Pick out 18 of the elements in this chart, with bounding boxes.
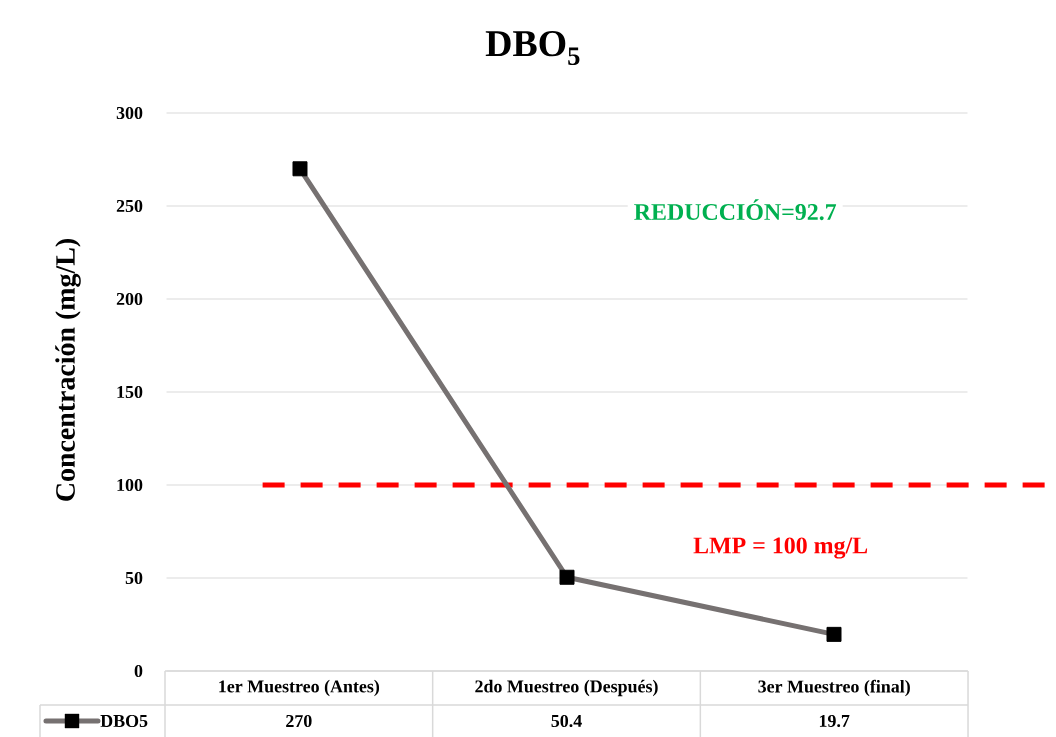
legend-label: DBO5 (100, 714, 148, 728)
x-tick-label: 1er Muestreo (Antes) (219, 679, 380, 697)
data-label: 270 (286, 714, 312, 728)
y-tick-label: 200 (116, 292, 143, 306)
y-tick-label: 250 (116, 199, 143, 213)
y-tick-label: 100 (117, 478, 143, 492)
y-axis-title: Concentración (mg/L) (55, 239, 81, 501)
y-tick-label: 0 (134, 664, 143, 678)
x-tick-label: 2do Muestreo (Después) (475, 679, 658, 697)
ref-line-label: LMP = 100 mg/L (693, 537, 868, 559)
chart-title: DBO$_{5}$ (485, 30, 580, 66)
y-tick-label: 300 (116, 106, 143, 120)
x-tick-label: 3er Muestreo (final) (758, 679, 910, 697)
annotation: REDUCCIÓN=92.7 (634, 199, 837, 221)
data-label: 19.7 (819, 714, 850, 728)
y-tick-label: 50 (125, 571, 143, 585)
data-label: 50.4 (551, 714, 582, 728)
y-tick-label: 150 (117, 385, 143, 399)
